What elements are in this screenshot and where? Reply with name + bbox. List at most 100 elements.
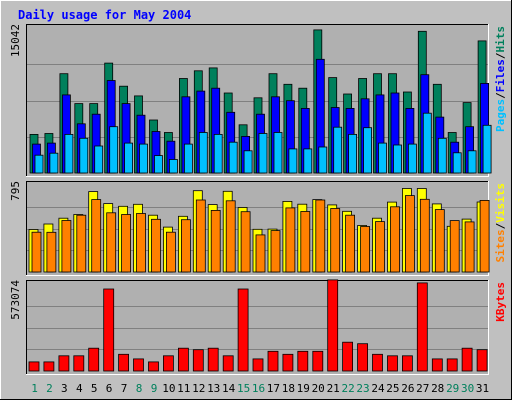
bar-kbytes-day-24 <box>372 353 383 372</box>
bar-kbytes-day-27 <box>416 282 428 372</box>
bar-kbytes-day-21 <box>327 279 339 372</box>
bar-sites-day-17 <box>270 230 281 273</box>
day-label: 16 <box>252 382 265 395</box>
bar-sites-day-16 <box>255 234 266 273</box>
bar-pages-day-21 <box>333 126 343 174</box>
bar-pages-day-1 <box>34 154 44 174</box>
day-label: 30 <box>461 382 474 395</box>
bar-sites-day-6 <box>106 212 117 273</box>
legend-separator: / <box>494 92 507 99</box>
day-label: 17 <box>267 382 280 395</box>
day-label: 5 <box>91 382 98 395</box>
bar-sites-day-8 <box>136 213 146 273</box>
bar-sites-day-20 <box>315 199 326 273</box>
day-label: 12 <box>192 382 205 395</box>
bar-pages-day-28 <box>437 137 447 174</box>
bar-kbytes-day-12 <box>192 349 204 372</box>
bar-pages-day-17 <box>273 132 283 174</box>
legend: KBytes <box>494 282 507 322</box>
bar-pages-day-7 <box>124 142 133 174</box>
bar-pages-day-15 <box>243 150 253 174</box>
bar-sites-day-26 <box>404 195 415 273</box>
bar-kbytes-day-13 <box>207 347 219 372</box>
bar-sites-day-15 <box>240 211 251 273</box>
bar-sites-day-31 <box>479 199 490 273</box>
bar-sites-day-27 <box>419 198 430 273</box>
bar-kbytes-day-5 <box>88 347 100 372</box>
bar-kbytes-day-29 <box>446 358 458 372</box>
day-label: 9 <box>151 382 158 395</box>
bar-pages-day-6 <box>109 126 119 174</box>
bar-pages-day-2 <box>49 152 59 174</box>
bar-pages-day-14 <box>228 141 238 174</box>
bar-pages-day-30 <box>467 150 477 174</box>
chart-title: Daily usage for May 2004 <box>18 8 191 22</box>
bar-kbytes-day-31 <box>476 349 488 372</box>
day-label: 19 <box>297 382 310 395</box>
day-label: 18 <box>282 382 295 395</box>
bar-pages-day-23 <box>363 127 373 174</box>
bar-sites-day-14 <box>225 200 236 273</box>
bar-kbytes-day-8 <box>133 358 144 372</box>
bar-sites-day-13 <box>210 209 221 273</box>
bar-sites-day-5 <box>91 199 102 273</box>
bar-kbytes-day-15 <box>237 288 249 372</box>
bar-pages-day-29 <box>452 152 462 174</box>
bar-sites-day-11 <box>180 219 191 273</box>
day-label: 13 <box>207 382 220 395</box>
bar-kbytes-day-2 <box>43 361 55 372</box>
legend-item-sites: Sites <box>494 229 507 262</box>
panel-kbytes: 573074 KBytes <box>9 279 507 375</box>
bar-kbytes-day-16 <box>252 358 264 372</box>
legend-item-pages: Pages <box>494 99 507 132</box>
day-label: 28 <box>431 382 444 395</box>
y-max-label: 573074 <box>9 280 22 320</box>
bar-sites-day-9 <box>151 218 161 273</box>
bar-kbytes-day-28 <box>431 358 443 372</box>
bar-kbytes-day-1 <box>28 361 40 372</box>
bar-pages-day-8 <box>139 143 148 174</box>
bar-pages-day-4 <box>79 137 89 174</box>
bar-sites-day-7 <box>121 214 131 273</box>
day-label: 6 <box>106 382 113 395</box>
bar-sites-day-22 <box>345 214 356 273</box>
bar-kbytes-day-26 <box>401 355 413 372</box>
bar-pages-day-13 <box>213 133 223 174</box>
bar-sites-day-30 <box>464 221 475 273</box>
bar-pages-day-26 <box>407 143 417 174</box>
bar-sites-day-23 <box>360 226 371 273</box>
legend-item-kbytes: KBytes <box>494 282 507 322</box>
bar-pages-day-20 <box>318 146 328 174</box>
day-label: 20 <box>312 382 325 395</box>
bar-sites-day-19 <box>300 211 311 273</box>
day-label: 1 <box>31 382 38 395</box>
bar-sites-day-2 <box>46 231 57 273</box>
day-label: 25 <box>386 382 399 395</box>
day-label: 2 <box>46 382 53 395</box>
bar-kbytes-day-30 <box>461 347 473 372</box>
bar-sites-day-18 <box>285 207 296 273</box>
day-label: 14 <box>222 382 236 395</box>
bar-sites-day-28 <box>434 209 445 273</box>
day-label: 7 <box>121 382 128 395</box>
day-label: 4 <box>76 382 83 395</box>
bar-pages-day-9 <box>154 155 163 174</box>
bar-kbytes-day-4 <box>73 355 85 372</box>
bar-pages-day-16 <box>258 133 268 174</box>
bars <box>28 188 490 273</box>
bar-kbytes-day-18 <box>282 353 294 372</box>
day-label: 23 <box>356 382 369 395</box>
y-max-label: 795 <box>9 181 22 201</box>
bar-sites-day-3 <box>61 220 72 273</box>
bar-kbytes-day-14 <box>222 355 234 372</box>
bar-sites-day-21 <box>330 208 341 273</box>
bar-sites-day-24 <box>375 221 385 273</box>
bar-pages-day-5 <box>94 145 104 174</box>
bar-sites-day-1 <box>31 231 42 273</box>
day-label: 27 <box>416 382 429 395</box>
legend-item-files: Files <box>494 59 507 92</box>
bar-sites-day-29 <box>449 220 460 273</box>
